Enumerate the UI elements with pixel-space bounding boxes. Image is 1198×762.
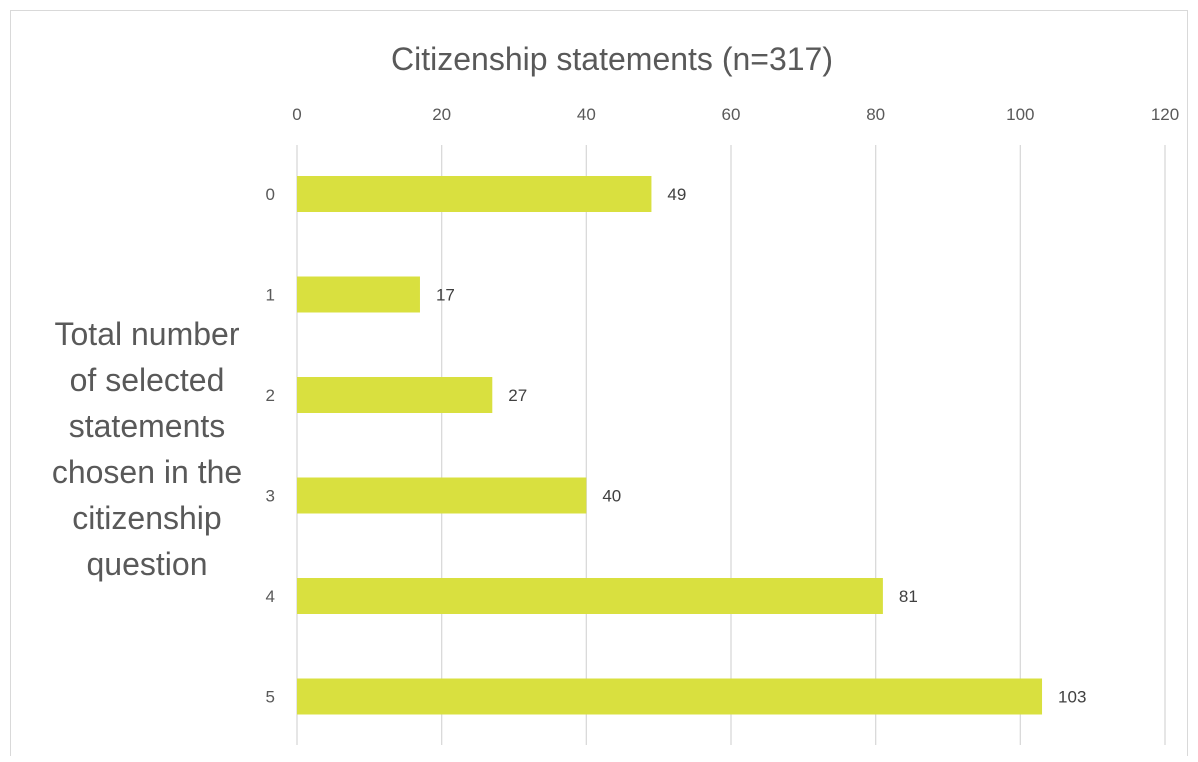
data-label: 27 — [508, 386, 527, 405]
y-tick-label: 1 — [266, 286, 275, 305]
x-tick-label: 80 — [866, 105, 885, 124]
chart-title: Citizenship statements (n=317) — [391, 41, 833, 77]
x-tick-label: 20 — [432, 105, 451, 124]
y-tick-label: 2 — [266, 386, 275, 405]
data-label: 40 — [602, 487, 621, 506]
x-axis-ticks: 0 20 40 60 80 100 120 — [292, 105, 1179, 124]
bar-2 — [297, 377, 493, 413]
x-tick-label: 0 — [292, 105, 301, 124]
gridlines — [296, 145, 1166, 745]
y-axis-title-line: statements — [69, 408, 226, 444]
x-tick-label: 100 — [1006, 105, 1034, 124]
y-tick-label: 5 — [266, 688, 275, 707]
bar-3 — [297, 477, 587, 514]
bar-0 — [297, 176, 652, 212]
data-label: 103 — [1058, 688, 1086, 707]
y-axis-title: Total number of selected statements chosen … — [52, 316, 242, 582]
data-label: 17 — [436, 286, 455, 305]
data-label: 81 — [899, 587, 918, 606]
bar-1 — [297, 276, 420, 313]
x-tick-label: 60 — [722, 105, 741, 124]
y-tick-label: 4 — [266, 587, 275, 606]
y-axis-title-line: question — [87, 546, 208, 582]
y-axis-title-line: citizenship — [72, 500, 221, 536]
y-tick-label: 3 — [266, 487, 275, 506]
y-axis-ticks: 0 1 2 3 4 5 — [266, 185, 275, 707]
chart-container — [10, 10, 1188, 756]
y-axis-title-line: Total number — [55, 316, 240, 352]
y-axis-title-line: of selected — [70, 362, 225, 398]
bar-4 — [297, 578, 883, 614]
x-tick-label: 40 — [577, 105, 596, 124]
data-labels: 49 17 27 40 81 103 — [436, 185, 1086, 707]
bars — [297, 176, 1043, 715]
y-tick-label: 0 — [266, 185, 275, 204]
x-tick-label: 120 — [1151, 105, 1179, 124]
y-axis-title-line: chosen in the — [52, 454, 242, 490]
bar-5 — [297, 678, 1043, 715]
data-label: 49 — [667, 185, 686, 204]
